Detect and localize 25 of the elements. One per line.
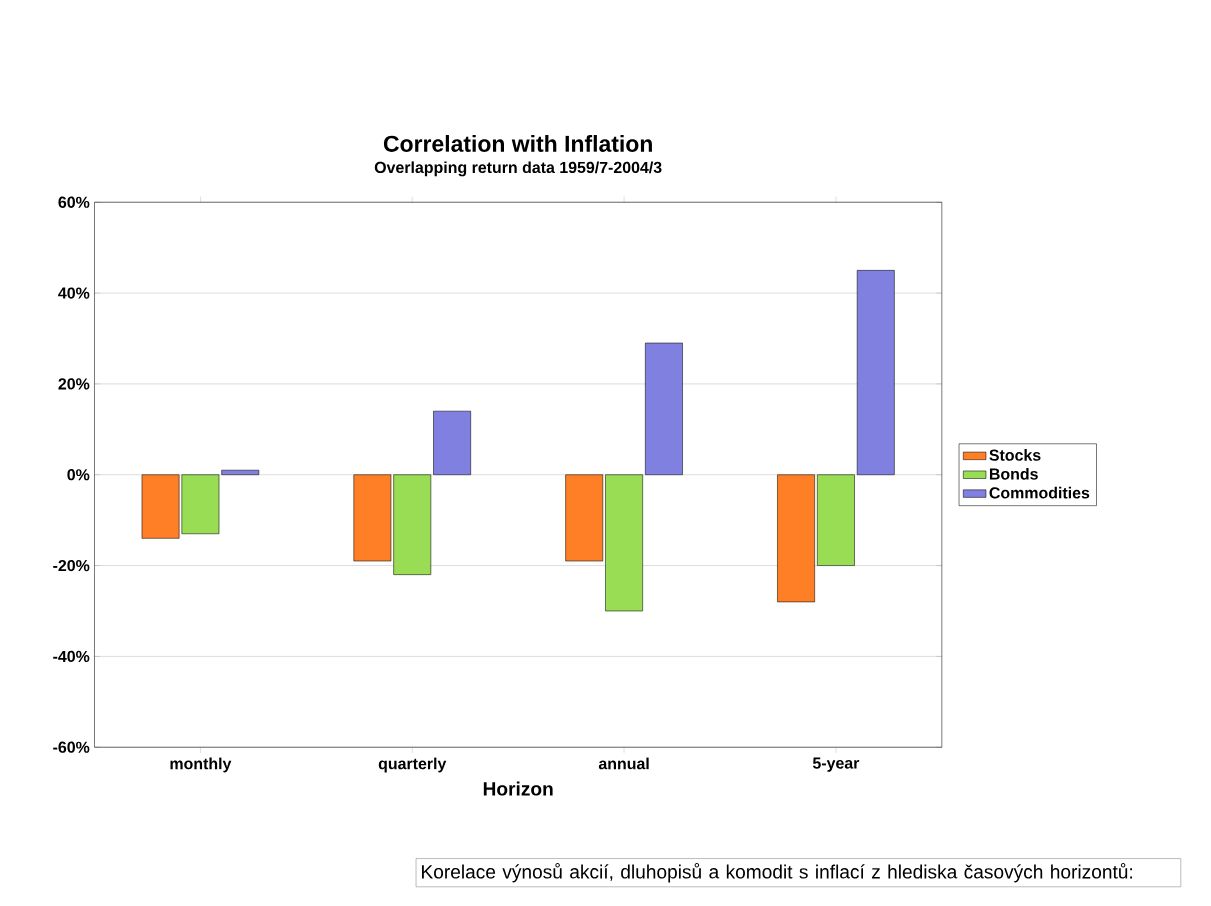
- y-tick-label: 20%: [58, 378, 90, 390]
- y-tick-label: 0%: [67, 469, 90, 481]
- y-tick-label: -20%: [53, 559, 90, 572]
- y-tick-label: -60%: [53, 741, 90, 753]
- bar: [817, 474, 855, 566]
- x-tick-label: quarterly: [378, 757, 447, 773]
- bar: [856, 270, 895, 476]
- bar: [433, 410, 471, 476]
- y-tick-label: -40%: [53, 650, 90, 663]
- legend-label: Stocks: [989, 449, 1041, 461]
- x-axis-title: Horizon: [483, 781, 553, 796]
- legend-label: Commodities: [989, 486, 1090, 499]
- y-tick-label: 60%: [58, 196, 90, 208]
- bar: [777, 474, 815, 603]
- legend-label: Bonds: [989, 467, 1038, 480]
- bar: [605, 474, 643, 612]
- x-tick-label: monthly: [170, 757, 232, 773]
- bar: [565, 474, 604, 562]
- y-tick-label: 40%: [58, 287, 90, 299]
- x-tick-label: annual: [598, 757, 649, 770]
- x-tick-label: 5-year: [812, 757, 860, 772]
- text: Korelace výnosů akcií, dluhopisů a komodit s inflací z hlediska časových horizontů:: [422, 863, 1133, 883]
- chart-subtitle: Overlapping return data 1959/7-2004/3: [374, 161, 662, 177]
- bar: [645, 342, 683, 476]
- chart-title: Correlation with Inflation: [383, 135, 652, 152]
